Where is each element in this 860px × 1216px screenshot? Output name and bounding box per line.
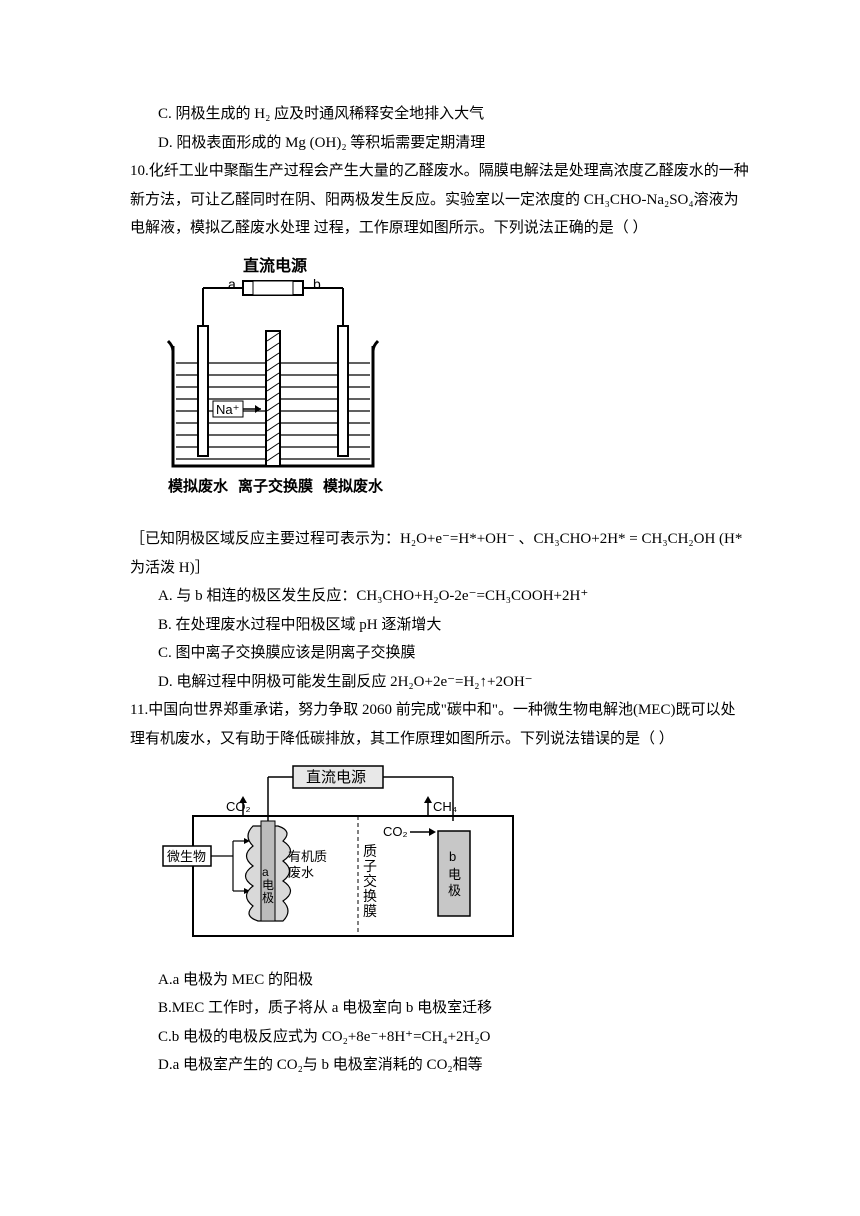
q11-fig-a-electrode: a 电 极 [246,821,291,921]
svg-text:子: 子 [363,858,377,874]
svg-text:极: 极 [448,883,461,898]
q11-option-b: B.MEC 工作时，质子将从 a 电极室向 b 电极室迁移 [130,994,750,1023]
q9-option-c: C. 阴极生成的 H₂ 应及时通风稀释安全地排入大气 [130,100,750,129]
q10-option-a: A. 与 b 相连的极区发生反应：CH₃CHO+H₂O-2e⁻=CH₃COOH+… [130,582,750,611]
q10-option-c: C. 图中离子交换膜应该是阴离子交换膜 [130,639,750,668]
q11-fig-microbe: 微生物 [167,849,206,864]
q11-fig-power: 直流电源 [306,769,366,786]
q10-figure: 直流电源 a b Na⁺ [158,251,750,522]
svg-text:a: a [262,865,269,879]
q11-fig-ch4: CH₄ [433,799,457,814]
q10-fig-power-label: 直流电源 [243,256,307,275]
q10-fig-terminal-b: b [313,276,321,292]
q10-option-b: B. 在处理废水过程中阳极区域 pH 逐渐增大 [130,611,750,640]
q10-fig-na: Na⁺ [216,402,239,417]
q11-option-d: D.a 电极室产生的 CO₂与 b 电极室消耗的 CO₂相等 [130,1051,750,1080]
q10-fig-bottom-mid: 离子交换膜 [238,477,313,495]
svg-text:换: 换 [363,888,377,904]
svg-text:电: 电 [262,878,274,892]
svg-text:废水: 废水 [288,865,314,880]
svg-text:极: 极 [262,891,274,905]
q11-fig-co2-mid: CO₂ [383,824,408,839]
q10-option-d: D. 电解过程中阴极可能发生副反应 2H₂O+2e⁻=H₂↑+2OH⁻ [130,668,750,697]
q9-option-d: D. 阳极表面形成的 Mg (OH)₂ 等积垢需要定期清理 [130,129,750,158]
q11-fig-membrane-1: 质 [363,843,377,859]
svg-text:b: b [449,849,456,864]
q11-fig-co2-left: CO₂ [226,799,251,814]
q11-option-c: C.b 电极的电极反应式为 CO₂+8e⁻+8H⁺=CH₄+2H₂O [130,1023,750,1052]
q10-fig-terminal-a: a [228,276,236,292]
q10-note: ［已知阴极区域反应主要过程可表示为：H₂O+e⁻=H*+OH⁻ 、CH₃CHO+… [130,525,750,582]
svg-text:膜: 膜 [363,903,377,919]
q11-figure: 直流电源 质 子 交 换 膜 CO₂ CH₄ CO₂ 微生物 a 电 极 有机质… [158,761,750,962]
q10-fig-bottom-right: 模拟废水 [323,477,384,495]
q11-option-a: A.a 电极为 MEC 的阳极 [130,966,750,995]
q10-fig-bottom-left: 模拟废水 [168,477,229,495]
q10-stem: 10.化纤工业中聚酯生产过程会产生大量的乙醛废水。隔膜电解法是处理高浓度乙醛废水… [130,157,750,243]
svg-text:交: 交 [363,873,377,889]
svg-text:电: 电 [448,867,461,882]
q11-stem: 11.中国向世界郑重承诺，努力争取 2060 前完成"碳中和"。一种微生物电解池… [130,696,750,753]
q11-fig-organic-1: 有机质 [288,849,327,864]
